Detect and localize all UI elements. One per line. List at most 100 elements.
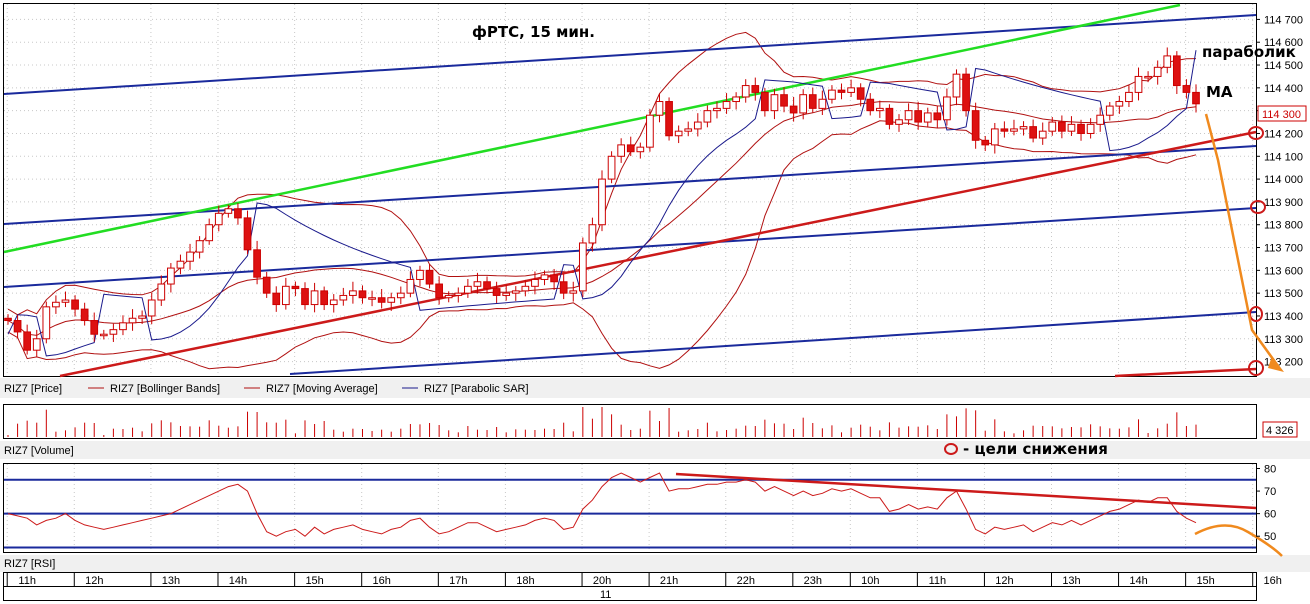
time-label: 13h (162, 575, 180, 587)
time-label: 11h (18, 575, 36, 587)
time-label: 21h (660, 575, 678, 587)
candle-body (272, 292, 281, 306)
candle-body (406, 278, 415, 294)
volume-legend-bar (0, 441, 1310, 459)
candle-body (42, 306, 51, 340)
price-tick-label: 113 600 (1264, 265, 1303, 277)
candle-body (61, 299, 70, 303)
time-label: 15h (305, 575, 323, 587)
candle-body (262, 276, 271, 294)
candle-body (387, 297, 396, 303)
candle-body (1163, 55, 1172, 68)
price-tick-label: 113 700 (1264, 243, 1303, 255)
candle-body (761, 91, 769, 112)
candle-body (511, 290, 520, 294)
price-tick-label: 114 200 (1264, 128, 1303, 140)
time-label: 18h (516, 575, 534, 587)
price-tick-label: 114 000 (1264, 174, 1303, 186)
candle-body (281, 285, 290, 306)
candle-body (205, 224, 214, 242)
candle-body (550, 274, 558, 283)
time-axis: 11h 12h 13h 14h 15h 16h 17h 18h 20h 21h 22h 23h 10h 1… (6, 573, 1282, 587)
rsi-line (7, 472, 1197, 537)
volume-last-box (1262, 421, 1298, 438)
candle-body (578, 242, 587, 292)
candle-body (214, 212, 223, 226)
time-label: 13h (1062, 575, 1080, 587)
forecast-arrow-head (1268, 356, 1284, 372)
legend-volume: RIZ7 [Volume] (4, 445, 74, 457)
candle-body (799, 94, 808, 114)
candle-body (128, 317, 137, 324)
target-marker-4 (1248, 360, 1264, 376)
target-marker-2 (1250, 200, 1266, 214)
channel-line-top (3, 14, 1257, 95)
candle-body (1077, 123, 1085, 134)
candle-body (521, 285, 530, 292)
candle-body (885, 107, 894, 125)
forecast-arrow-line (1204, 113, 1280, 367)
candle-body (1048, 121, 1057, 132)
volume-last-label: 4 326 (1266, 425, 1294, 437)
channel-line-lower-mid (3, 207, 1257, 288)
parabolic-sar-layer (7, 50, 1197, 357)
candle-body (4, 317, 12, 322)
ma-label: MA (1206, 83, 1233, 101)
time-label: 12h (85, 575, 103, 587)
candle-body (23, 331, 32, 351)
candle-body (540, 274, 549, 280)
candle-body (425, 269, 434, 285)
legend-bollinger: RIZ7 [Bollinger Bands] (110, 383, 220, 395)
candle-body (186, 251, 194, 262)
price-panel-frame (3, 3, 1257, 377)
candle-body (1010, 128, 1018, 132)
price-tick-label: 114 700 (1264, 14, 1303, 26)
candle-body (1086, 123, 1095, 134)
candle-body (339, 294, 348, 301)
rsi-tick-label: 60 (1264, 509, 1276, 521)
candle-body (751, 85, 760, 93)
candle-body (828, 89, 836, 100)
legend-rsi: RIZ7 [RSI] (4, 558, 55, 570)
candle-body (971, 110, 980, 141)
rsi-tick-label: 50 (1264, 531, 1276, 543)
candle-body (914, 110, 923, 123)
candle-body (1125, 91, 1133, 103)
rsi-panel-frame (3, 463, 1257, 553)
candle-body (349, 290, 357, 296)
red-trendline (59, 130, 1257, 378)
candle-body (396, 292, 405, 299)
price-tick-label: 113 500 (1264, 288, 1303, 300)
candle-body (818, 98, 827, 109)
candle-body (253, 249, 261, 278)
candle-body (617, 144, 626, 157)
candle-body (789, 105, 798, 114)
moving-average (7, 101, 1197, 336)
rsi-tick-label: 80 (1264, 464, 1276, 476)
price-axis: 114 700 114 600 114 500 114 400 114 300 114 2… (1256, 14, 1303, 369)
candle-body (243, 217, 252, 251)
candle-body (454, 292, 463, 296)
legend-sar: RIZ7 [Parabolic SAR] (424, 383, 529, 395)
candle-body (377, 297, 386, 303)
candle-body (875, 107, 884, 112)
volume-panel-frame (3, 404, 1257, 439)
targets-legend-marker (944, 443, 958, 455)
candle-body (990, 128, 999, 146)
legend-ma: RIZ7 [Moving Average] (266, 383, 378, 395)
candle-body (531, 278, 539, 287)
candle-body (358, 290, 367, 299)
time-label: 16h (373, 575, 391, 587)
candle-body (464, 285, 472, 294)
day-label: 11 (600, 589, 611, 601)
candle-body (1029, 126, 1037, 139)
price-tick-label: 113 400 (1264, 311, 1303, 323)
candle-body (1105, 105, 1114, 116)
candle-body (866, 98, 875, 112)
candle-body (416, 269, 424, 280)
candle-body (1115, 101, 1124, 107)
candle-body (32, 338, 41, 351)
candle-body (1096, 114, 1105, 125)
rsi-axis: 80 70 60 50 (1256, 464, 1276, 543)
price-tick-label: 113 300 (1264, 334, 1303, 346)
